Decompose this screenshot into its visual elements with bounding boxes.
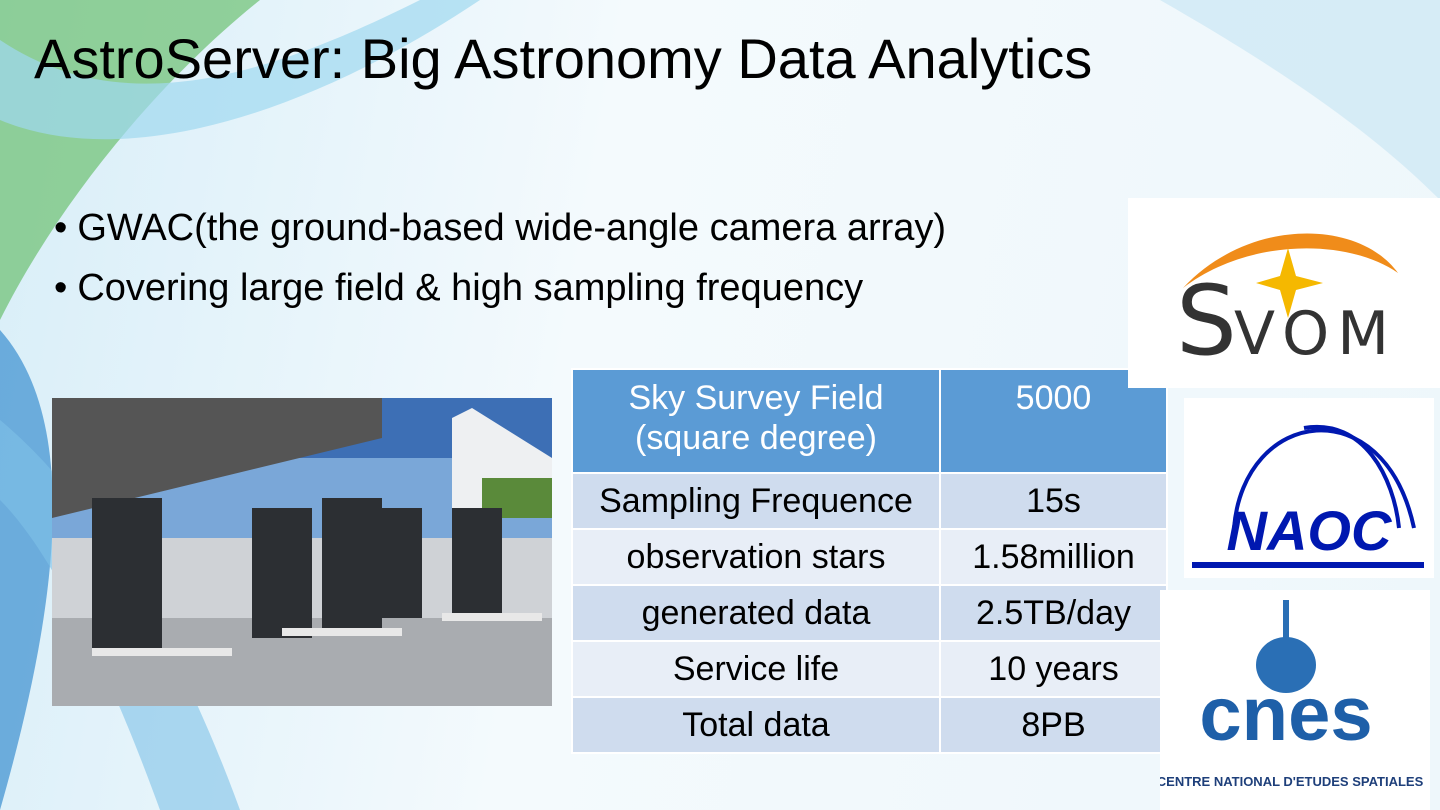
cell: Total data	[571, 696, 941, 754]
header-cell: Sky Survey Field (square degree)	[571, 368, 941, 474]
bullet: GWAC(the ground-based wide-angle camera …	[54, 202, 946, 262]
cell: Sampling Frequence	[571, 472, 941, 530]
cell: 2.5TB/day	[939, 584, 1168, 642]
photo	[52, 398, 552, 706]
bullet: Covering large field & high sampling fre…	[54, 262, 946, 322]
bullet-list: GWAC(the ground-based wide-angle camera …	[54, 202, 946, 322]
cnes-logo: cnes CENTRE NATIONAL D'ETUDES SPATIALES	[1160, 590, 1430, 810]
cell: generated data	[571, 584, 941, 642]
data-table: Sky Survey Field (square degree) 5000 Sam…	[571, 368, 1168, 754]
cell: observation stars	[571, 528, 941, 586]
cell: 8PB	[939, 696, 1168, 754]
svom-logo: S VOM	[1128, 198, 1440, 388]
logo-text: VOM	[1234, 299, 1397, 369]
title: AstroServer: Big Astronomy Data Analytic…	[34, 27, 1093, 90]
cell: 1.58million	[939, 528, 1168, 586]
cell: 10 years	[939, 640, 1168, 698]
cell: 15s	[939, 472, 1168, 530]
naoc-logo: NAOC	[1184, 398, 1434, 578]
cell: Service life	[571, 640, 941, 698]
logo-text: NAOC	[1227, 499, 1393, 562]
logo-text: cnes	[1199, 672, 1372, 757]
logo-caption: CENTRE NATIONAL D'ETUDES SPATIALES	[1160, 774, 1424, 789]
svg-text:S: S	[1176, 265, 1237, 377]
header-cell: 5000	[939, 368, 1168, 474]
